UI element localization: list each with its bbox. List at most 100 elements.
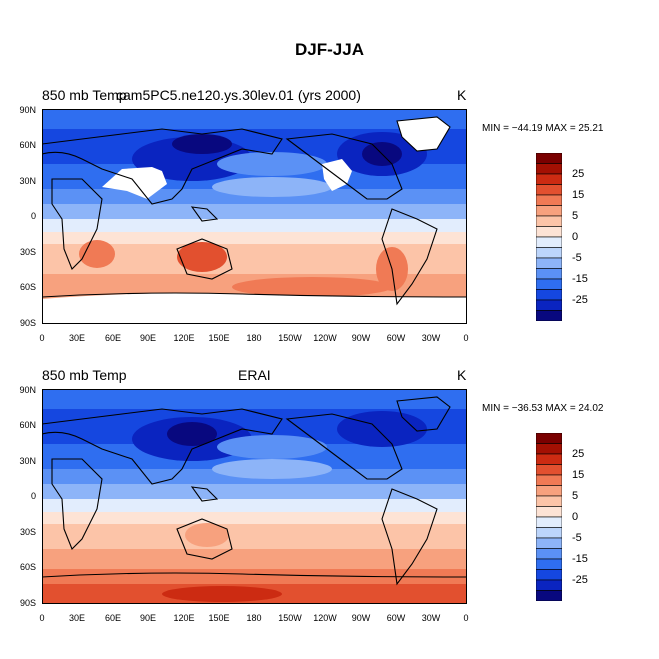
lat-tick-label: 30N: [19, 176, 36, 186]
colorbar-swatch: [535, 590, 563, 602]
colorbar-swatch: [535, 579, 563, 591]
colorbar-swatch: [535, 215, 563, 227]
lon-tick-label: 180: [246, 613, 262, 623]
lat-tick-label: 90S: [19, 318, 36, 328]
lat-tick-label: 60N: [19, 140, 36, 150]
colorbar-swatch: [535, 236, 563, 248]
lat-tick-label: 90N: [19, 385, 36, 395]
colorbar-label: -25: [572, 294, 588, 306]
lon-tick-label: 120W: [313, 333, 337, 343]
lon-tick-label: 120E: [173, 613, 195, 623]
colorbar-label: 25: [572, 168, 585, 180]
colorbar-swatch: [535, 453, 563, 465]
lat-tick-label: 30S: [19, 247, 36, 257]
colorbar-swatch: [535, 443, 563, 455]
lat-tick-label: 30S: [19, 527, 36, 537]
colorbar-swatch: [535, 226, 563, 238]
lat-tick-label: 30N: [19, 456, 36, 466]
lon-tick-label: 90E: [139, 613, 157, 623]
colorbar-swatch: [535, 257, 563, 269]
lon-tick-label: 90W: [351, 333, 371, 343]
lon-tick-label: 90W: [351, 613, 371, 623]
colorbar-swatch: [535, 310, 563, 322]
lon-tick-label: 150W: [278, 613, 302, 623]
case-label: cam5PC5.ne120.ys.30lev.01 (yrs 2000): [116, 87, 361, 103]
lat-tick-label: 60S: [19, 562, 36, 572]
colorbar-swatch: [535, 506, 563, 518]
colorbar-swatch: [535, 432, 563, 444]
lat-tick-label: 60N: [19, 420, 36, 430]
lon-tick-label: 0: [39, 613, 45, 623]
lon-tick-label: 30E: [68, 613, 86, 623]
lat-tick-label: 0: [30, 211, 36, 221]
colorbar-label: 0: [572, 231, 579, 243]
colorbar-label: 15: [572, 189, 585, 201]
colorbar-swatch: [535, 299, 563, 311]
colorbar-label: -5: [572, 252, 582, 264]
colorbar-swatch: [535, 558, 563, 570]
variable-label: 850 mb Temp: [42, 367, 127, 383]
lon-tick-label: 90E: [139, 333, 157, 343]
colorbar-swatch: [535, 548, 563, 560]
lon-tick-label: 30W: [421, 613, 441, 623]
model-panel: 850 mb Temp cam5PC5.ne120.ys.30lev.01 (y…: [0, 85, 659, 345]
colorbar-swatch: [535, 268, 563, 280]
lat-tick-label: 60S: [19, 282, 36, 292]
difference-map: [42, 109, 467, 324]
colorbar-label: 25: [572, 448, 585, 460]
lon-tick-label: 0: [463, 333, 469, 343]
lon-tick-label: 60E: [104, 333, 122, 343]
lon-tick-label: 30W: [421, 333, 441, 343]
variable-label: 850 mb Temp: [42, 87, 127, 103]
colorbar-swatch: [535, 537, 563, 549]
colorbar-swatch: [535, 516, 563, 528]
colorbar-label: 0: [572, 511, 579, 523]
colorbar-swatch: [535, 527, 563, 539]
colorbar-swatch: [535, 184, 563, 196]
colorbar-swatch: [535, 194, 563, 206]
colorbar-swatch: [535, 173, 563, 185]
lon-tick-label: 150E: [208, 333, 230, 343]
units-label: K: [457, 87, 467, 103]
colorbar-label: -25: [572, 574, 588, 586]
colorbar-swatch: [535, 163, 563, 175]
lon-tick-label: 60W: [386, 613, 406, 623]
lon-tick-label: 180: [246, 333, 262, 343]
lat-tick-label: 90S: [19, 598, 36, 608]
colorbar-label: -15: [572, 553, 588, 565]
colorbar-swatch: [535, 495, 563, 507]
lon-tick-label: 150W: [278, 333, 302, 343]
lon-tick-label: 60W: [386, 333, 406, 343]
colorbar-label: 15: [572, 469, 585, 481]
lon-tick-label: 150E: [208, 613, 230, 623]
colorbar-swatch: [535, 485, 563, 497]
min-max-stats: MIN = −44.19 MAX = 25.21: [482, 123, 604, 134]
colorbar-swatch: [535, 474, 563, 486]
colorbar-swatch: [535, 205, 563, 217]
lon-tick-label: 30E: [68, 333, 86, 343]
figure-title: DJF-JJA: [295, 40, 364, 59]
colorbar-swatch: [535, 569, 563, 581]
colorbar-label: 5: [572, 210, 579, 222]
colorbar-swatch: [535, 278, 563, 290]
colorbar-swatch: [535, 464, 563, 476]
colorbar: [535, 432, 563, 602]
lat-tick-label: 0: [30, 491, 36, 501]
reference-panel: 850 mb Temp ERAI K MIN = −36.53 MAX = 24…: [0, 365, 659, 625]
colorbar-label: 5: [572, 490, 579, 502]
colorbar: [535, 152, 563, 322]
min-max-stats: MIN = −36.53 MAX = 24.02: [482, 403, 604, 414]
colorbar-label: -15: [572, 273, 588, 285]
lat-tick-label: 90N: [19, 105, 36, 115]
lon-tick-label: 0: [39, 333, 45, 343]
colorbar-swatch: [535, 289, 563, 301]
lon-tick-label: 120W: [313, 613, 337, 623]
difference-map: [42, 389, 467, 604]
colorbar-label: -5: [572, 532, 582, 544]
case-label: ERAI: [238, 367, 271, 383]
colorbar-swatch: [535, 152, 563, 164]
colorbar-swatch: [535, 247, 563, 259]
units-label: K: [457, 367, 467, 383]
lon-tick-label: 120E: [173, 333, 195, 343]
lon-tick-label: 60E: [104, 613, 122, 623]
